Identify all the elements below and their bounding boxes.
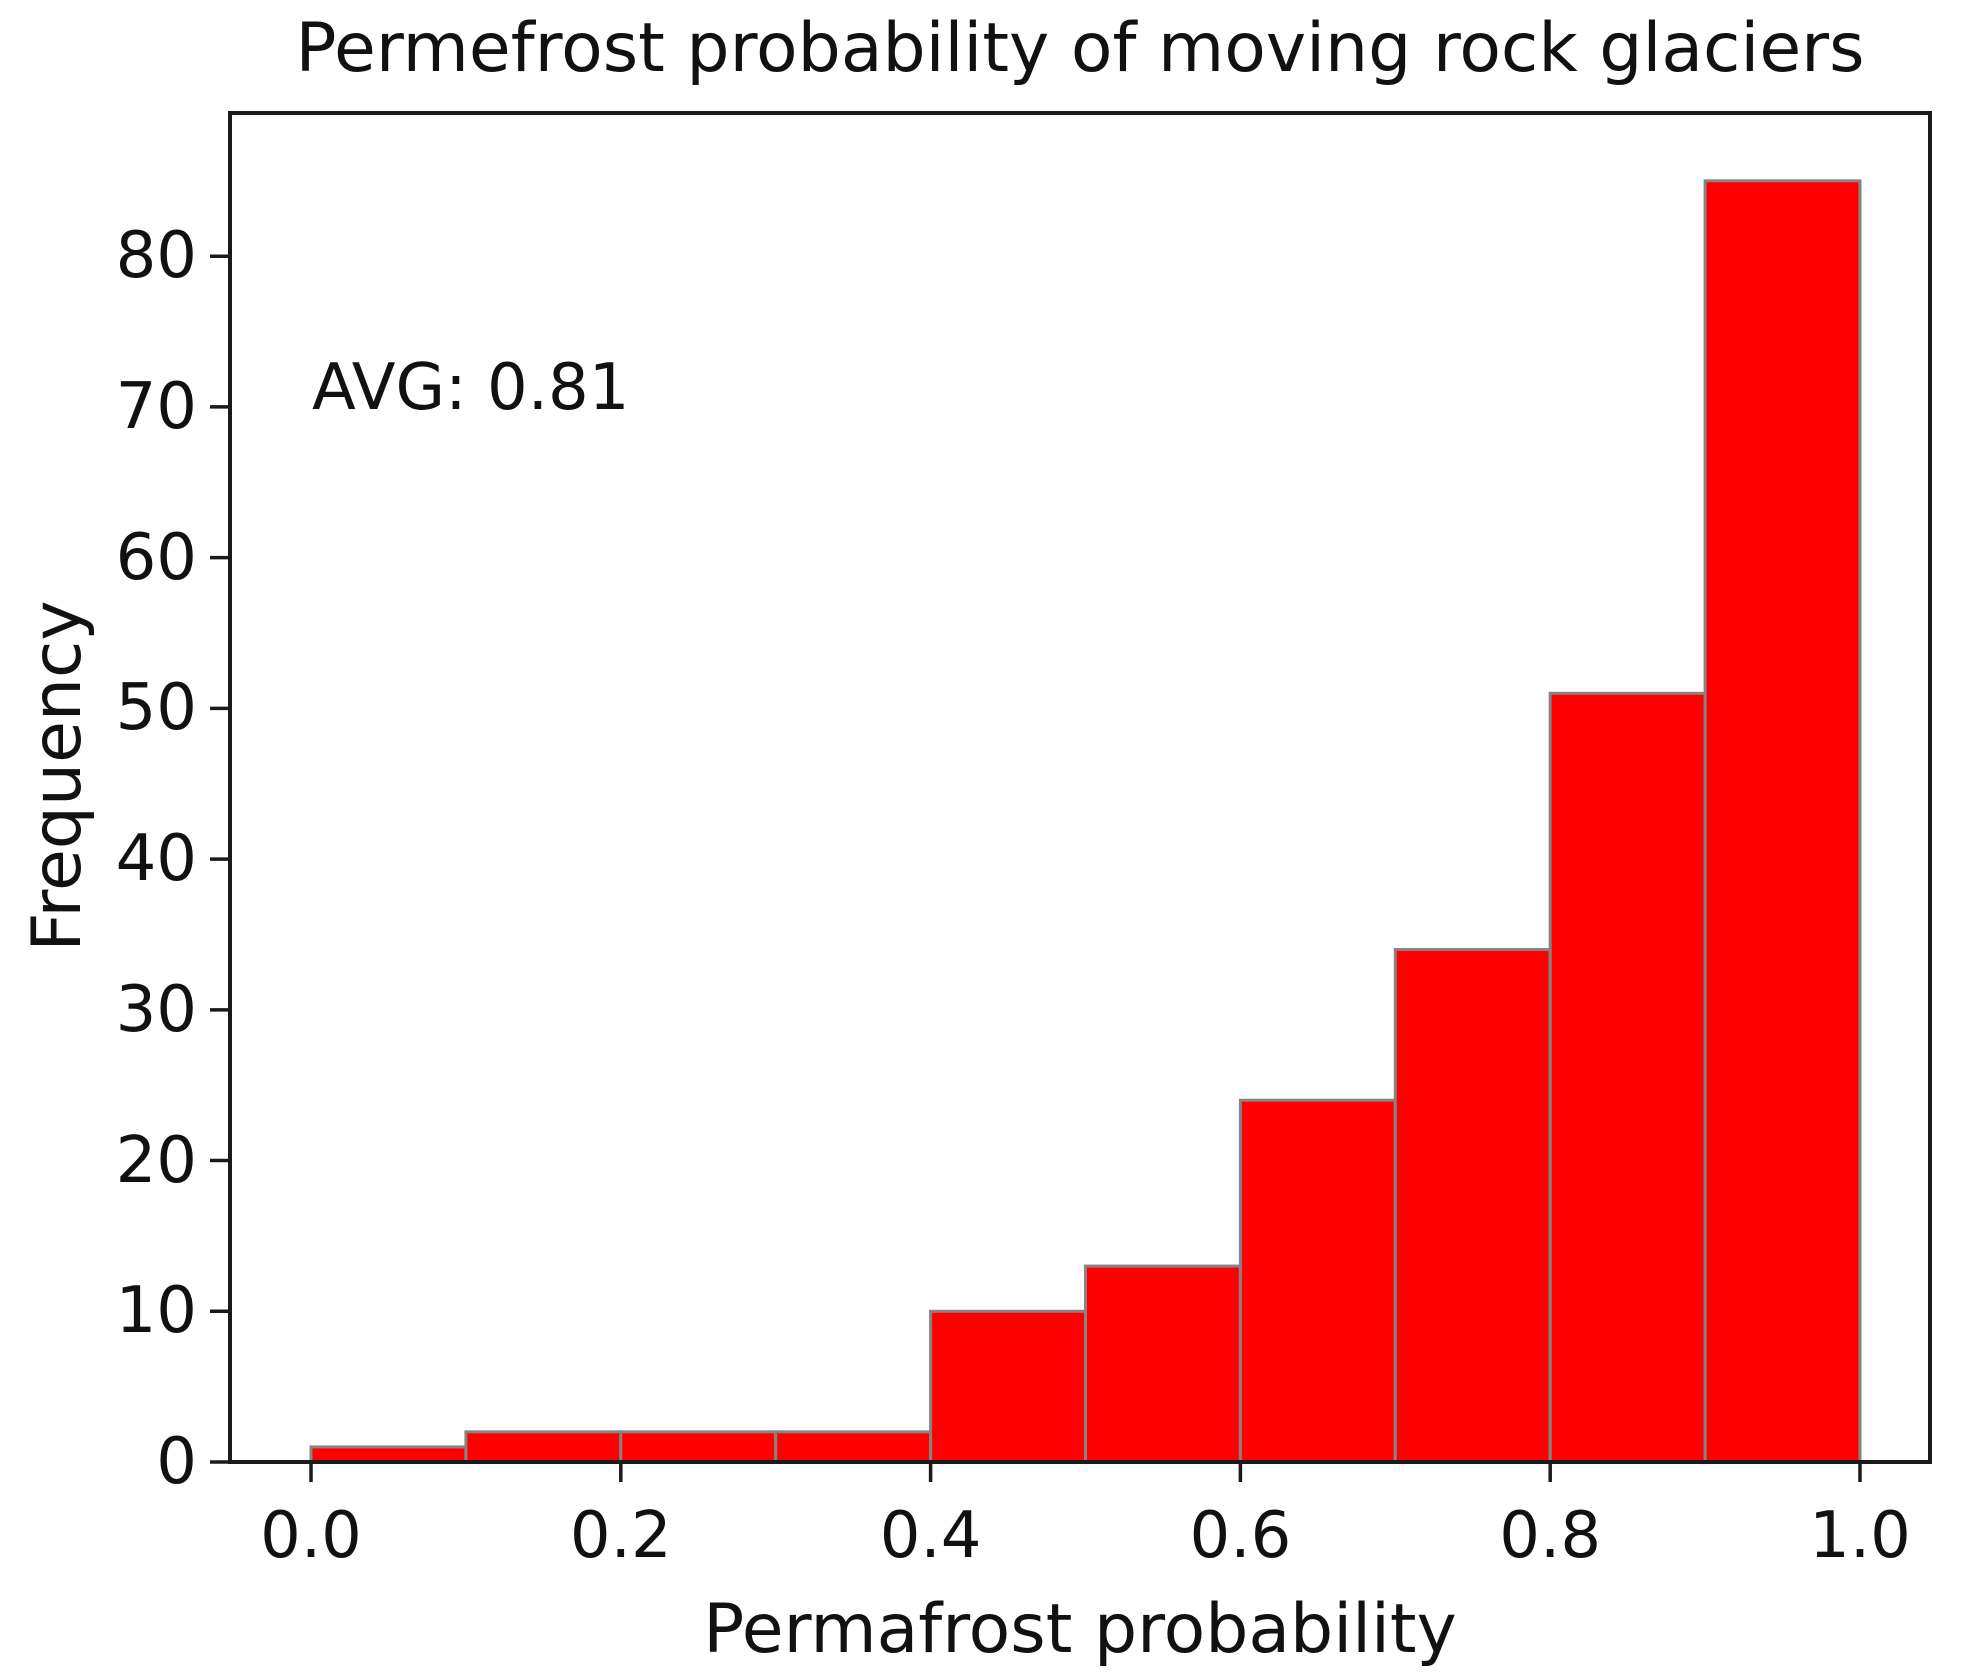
y-tick-label: 70 [115, 369, 197, 444]
histogram-bar [464, 1430, 623, 1464]
y-tick-label: 40 [115, 822, 197, 897]
histogram-bar [619, 1430, 778, 1464]
y-tick-label: 60 [115, 520, 197, 595]
histogram-bar [929, 1309, 1087, 1464]
histogram-bar [1548, 691, 1707, 1464]
histogram-bar [309, 1445, 468, 1464]
y-tick-label: 0 [156, 1425, 197, 1499]
histogram-bar [774, 1430, 933, 1464]
x-tick-label: 0.2 [569, 1499, 672, 1573]
x-tick-label: 0.4 [879, 1499, 982, 1573]
y-tick-label: 20 [115, 1123, 197, 1198]
y-tick-label: 10 [115, 1274, 197, 1349]
avg-annotation: AVG: 0.81 [312, 351, 630, 425]
histogram-bar [1393, 948, 1552, 1464]
x-tick-label: 0.6 [1189, 1499, 1292, 1573]
x-tick-label: 1.0 [1809, 1499, 1911, 1573]
histogram-bar [1703, 179, 1862, 1464]
y-tick-label: 80 [115, 219, 197, 294]
axes-frame [228, 111, 1932, 1464]
x-axis-label: Permafrost probability [703, 1590, 1457, 1669]
chart-title: Permefrost probability of moving rock gl… [295, 9, 1865, 88]
x-tick-label: 0.8 [1499, 1499, 1602, 1573]
histogram-bar [1083, 1264, 1242, 1464]
y-tick-label: 50 [115, 671, 197, 746]
x-tick-label: 0.0 [260, 1499, 362, 1573]
y-tick-label: 30 [115, 972, 197, 1047]
histogram-bar [1238, 1098, 1397, 1464]
